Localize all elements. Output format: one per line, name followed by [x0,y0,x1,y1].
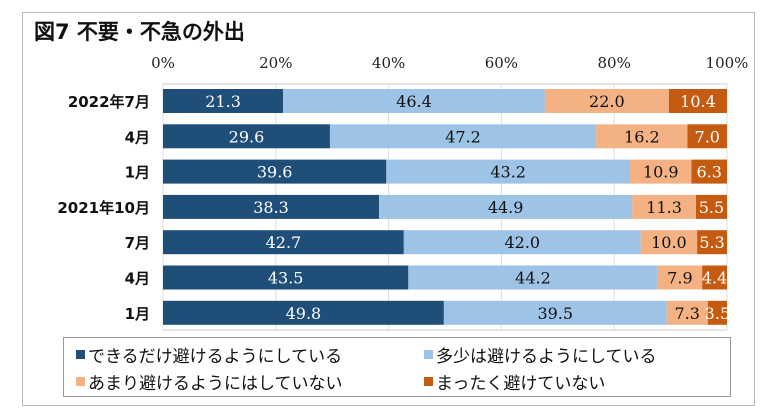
x-tick-label: 80% [598,54,631,72]
chart-title: 図7 不要・不急の外出 [34,20,245,44]
legend-swatch [76,350,85,359]
bar-segment [695,194,727,219]
data-label: 44.2 [515,269,551,288]
legend-item: あまり避けるようにはしていない [76,369,343,394]
data-label: 46.4 [396,92,432,111]
x-tick-label: 100% [706,54,749,72]
legend-label: あまり避けるようにはしていない [88,374,343,394]
x-tick-label: 60% [485,54,518,72]
y-category-label: 1月 [125,305,150,323]
bar-segment [163,230,404,255]
legend-item: 多少は避けるようにしている [424,342,657,367]
y-category-label: 2021年10月 [57,199,150,217]
legend-swatch [424,377,433,386]
bar-segment [707,300,727,325]
bar-segment [379,194,633,219]
legend-label: できるだけ避けるようにしている [88,347,343,367]
data-label: 38.3 [253,198,289,217]
data-label: 49.8 [286,304,322,323]
legend-item: まったく避けていない [424,369,605,394]
data-label: 7.9 [667,269,692,288]
bar-segment [544,89,669,113]
data-label: 3.5 [705,304,730,323]
data-label: 10.0 [651,233,687,252]
bar-segment [691,159,727,184]
bar-segment [386,159,630,184]
data-label: 7.3 [675,304,700,323]
bar-segment [163,159,387,184]
bar-segment [403,230,641,255]
legend-label: 多少は避けるようにしている [436,347,657,367]
bar-segment [443,300,667,325]
data-label: 29.6 [229,127,265,146]
y-category-label: 2022年7月 [68,93,150,111]
data-label: 43.2 [490,163,526,182]
y-category-label: 7月 [125,234,150,252]
data-label: 39.5 [537,304,573,323]
data-label: 42.7 [266,233,302,252]
x-tick-label: 40% [372,54,405,72]
bar-segment [329,124,597,149]
legend-label: まったく避けていない [436,374,606,394]
data-label: 4.4 [702,269,727,288]
y-category-label: 4月 [125,128,150,146]
bar-segment [640,230,698,255]
legend-swatch [76,377,85,386]
data-label: 44.9 [488,198,524,217]
data-label: 42.0 [504,233,540,252]
data-label: 10.4 [680,92,716,111]
data-label: 39.6 [257,163,293,182]
bar-segment [163,89,284,113]
x-tick-label: 20% [259,54,292,72]
bar-segment [702,265,727,290]
bar-segment [657,265,703,290]
data-label: 11.3 [646,198,682,217]
data-label: 7.0 [695,127,720,146]
data-label: 5.3 [699,233,724,252]
bar-segment [283,89,545,113]
y-category-label: 1月 [125,164,150,182]
x-tick-label: 0% [151,54,175,72]
bar-segment [668,89,727,113]
data-label: 5.5 [699,198,724,217]
bar-segment [163,124,330,149]
bar-segment [163,265,409,290]
data-label: 16.2 [624,127,660,146]
bar-segment [687,124,727,149]
bar-segment [408,265,658,290]
data-label: 21.3 [205,92,241,111]
chart-frame [22,12,755,406]
legend: できるだけ避けるようにしている 多少は避けるようにしている あまり避けるようには… [63,337,731,397]
legend-item: できるだけ避けるようにしている [76,342,342,367]
data-label: 43.5 [268,269,304,288]
legend-swatch [424,350,433,359]
y-category-label: 4月 [125,270,150,288]
data-label: 10.9 [643,163,679,182]
bar-segment [697,230,727,255]
data-label: 47.2 [445,127,481,146]
bar-segment [163,194,380,219]
data-label: 6.3 [697,163,722,182]
bar-segment [666,300,708,325]
bar-segment [596,124,688,149]
data-label: 22.0 [589,92,625,111]
bar-segment [163,300,444,325]
bar-segment [632,194,696,219]
bar-segment [629,159,692,184]
